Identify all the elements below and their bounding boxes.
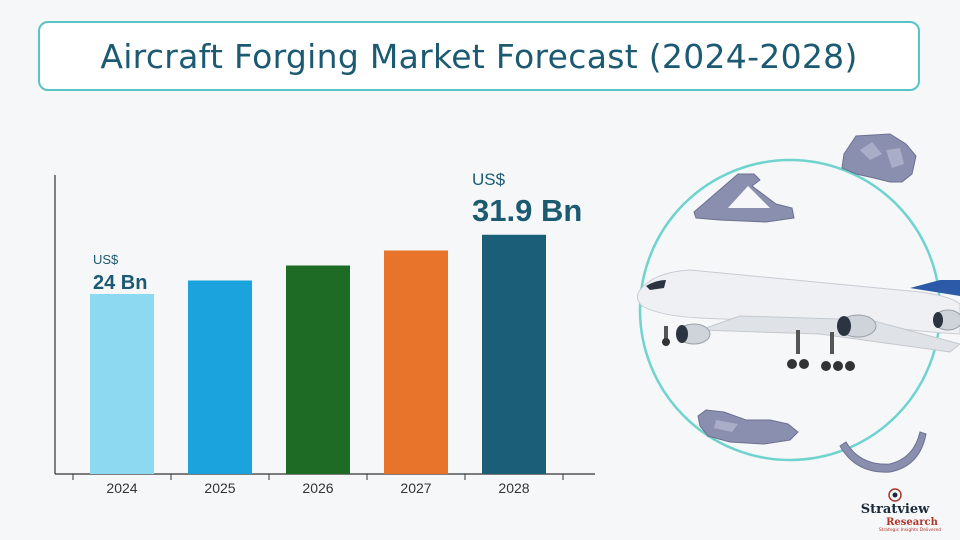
page-title: Aircraft Forging Market Forecast (2024-2… xyxy=(100,36,858,76)
bar-2027 xyxy=(384,250,448,474)
airplane-icon xyxy=(636,269,960,371)
x-tick-label-2024: 2024 xyxy=(106,480,137,496)
forged-ring-icon xyxy=(839,431,927,473)
title-box: Aircraft Forging Market Forecast (2024-2… xyxy=(38,21,920,91)
annotation-prefix-2028: US$ xyxy=(472,170,506,189)
logo-brand-sub: Research xyxy=(886,517,938,528)
bar-2025 xyxy=(188,280,252,474)
logo-tagline: Strategic Insights Delivered xyxy=(878,528,942,533)
x-tick-label-2028: 2028 xyxy=(498,480,529,496)
value-annotations: US$ 24 Bn US$ 31.9 Bn xyxy=(93,170,582,294)
logo-brand: Stratview xyxy=(860,502,930,517)
x-tick-label-2025: 2025 xyxy=(204,480,235,496)
forged-frame-icon xyxy=(697,409,799,445)
target-icon xyxy=(888,488,902,502)
forged-block-icon xyxy=(841,133,917,183)
x-tick-label-2027: 2027 xyxy=(400,480,431,496)
annotation-value-2028: 31.9 Bn xyxy=(472,193,582,228)
x-tick-labels: 2024 2025 2026 2027 2028 xyxy=(106,480,529,496)
bar-chart: 2024 2025 2026 2027 2028 US$ 24 Bn US$ 31.9 Bn xyxy=(54,170,595,496)
forged-bracket-icon xyxy=(693,173,795,223)
bar-series xyxy=(90,234,546,474)
annotation-value-2024: 24 Bn xyxy=(93,272,147,294)
stratview-logo: Stratview Research Strategic Insights De… xyxy=(840,488,950,534)
x-tick-label-2026: 2026 xyxy=(302,480,333,496)
annotation-prefix-2024: US$ xyxy=(93,252,119,267)
aircraft-illustration xyxy=(636,133,960,473)
bar-2026 xyxy=(286,265,350,474)
bar-2024 xyxy=(90,294,154,474)
bar-2028 xyxy=(482,234,546,474)
